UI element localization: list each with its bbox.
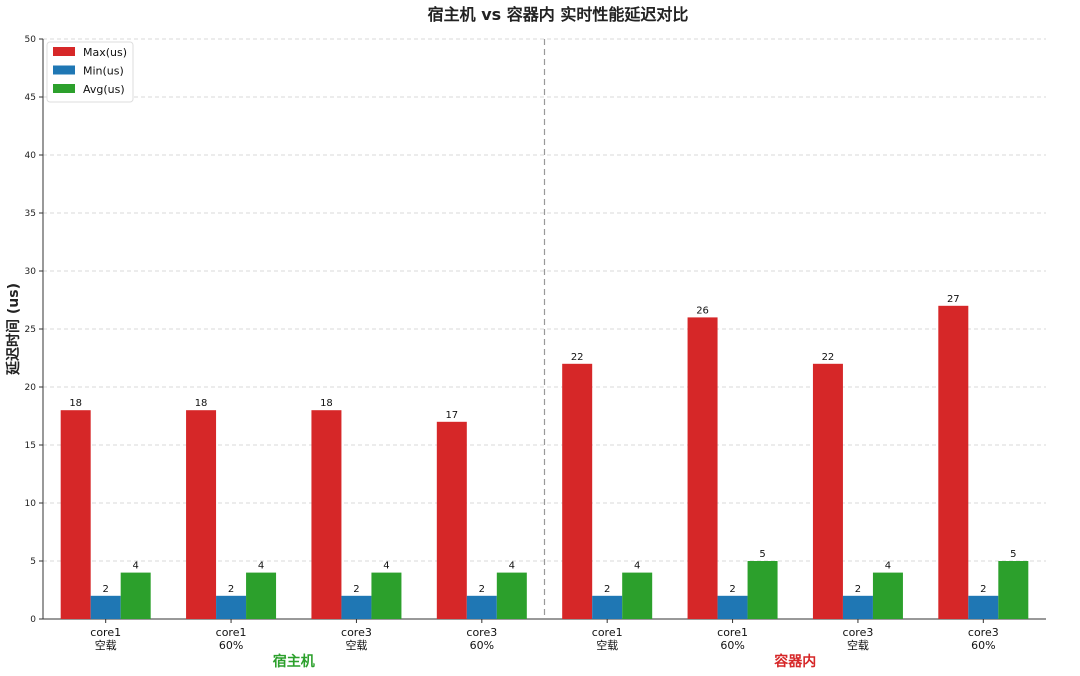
- bar-avg-4: [622, 572, 653, 619]
- data-label-1-4: 2: [604, 584, 610, 595]
- data-label-0-0: 18: [69, 398, 82, 409]
- data-label-0-7: 27: [947, 294, 960, 305]
- x-tick-label-7-line2: 60%: [971, 639, 995, 652]
- bar-min-1: [216, 595, 247, 619]
- data-label-0-1: 18: [195, 398, 208, 409]
- x-tick-label-1-line1: core1: [216, 626, 247, 639]
- legend-swatch-1: [53, 65, 75, 75]
- data-label-1-1: 2: [228, 584, 234, 595]
- y-tick-label-6: 30: [25, 267, 37, 277]
- bar-avg-3: [496, 572, 527, 619]
- x-tick-label-6-line2: 空载: [847, 638, 869, 652]
- legend-swatch-2: [53, 84, 75, 93]
- y-tick-label-2: 10: [25, 499, 37, 509]
- data-label-2-4: 4: [634, 561, 640, 572]
- y-tick-label-10: 50: [25, 35, 37, 45]
- legend-label-0: Max(us): [83, 46, 127, 59]
- bar-avg-2: [371, 572, 402, 619]
- x-tick-label-3-line1: core3: [466, 626, 497, 639]
- bar-min-5: [717, 595, 748, 619]
- y-tick-label-4: 20: [25, 383, 37, 393]
- x-tick-label-5-line2: 60%: [720, 639, 744, 652]
- data-label-1-6: 2: [855, 584, 861, 595]
- bar-min-7: [968, 595, 999, 619]
- bar-avg-7: [998, 561, 1029, 619]
- x-tick-label-3-line2: 60%: [470, 639, 494, 652]
- bar-max-1: [186, 410, 217, 619]
- bar-min-2: [341, 595, 372, 619]
- chart-title: 宿主机 vs 容器内 实时性能延迟对比: [428, 5, 689, 24]
- data-label-1-3: 2: [479, 584, 485, 595]
- y-tick-label-3: 15: [25, 441, 36, 451]
- x-tick-label-2-line1: core3: [341, 626, 372, 639]
- y-tick-label-7: 35: [25, 209, 36, 219]
- data-label-1-7: 2: [980, 584, 986, 595]
- y-tick-label-9: 45: [25, 93, 36, 103]
- bar-min-3: [466, 595, 497, 619]
- x-tick-label-0-line1: core1: [90, 626, 121, 639]
- x-tick-label-0-line2: 空载: [95, 638, 117, 652]
- x-tick-label-4-line2: 空载: [596, 638, 618, 652]
- data-label-2-0: 4: [133, 561, 139, 572]
- data-label-0-2: 18: [320, 398, 333, 409]
- y-tick-label-8: 40: [25, 151, 37, 161]
- bar-max-4: [562, 363, 593, 619]
- data-label-0-4: 22: [571, 352, 584, 363]
- data-label-0-6: 22: [822, 352, 835, 363]
- x-tick-label-1-line2: 60%: [219, 639, 243, 652]
- data-label-1-2: 2: [353, 584, 359, 595]
- bar-min-6: [842, 595, 873, 619]
- data-label-2-5: 5: [759, 549, 765, 560]
- data-label-2-6: 4: [885, 561, 891, 572]
- x-tick-label-2-line2: 空载: [345, 638, 367, 652]
- group-label-1: 容器内: [773, 653, 816, 670]
- data-label-2-1: 4: [258, 561, 264, 572]
- y-axis-label: 延迟时间 (us): [5, 283, 22, 376]
- data-label-1-0: 2: [103, 584, 109, 595]
- data-label-0-3: 17: [445, 410, 458, 421]
- legend-swatch-0: [53, 47, 75, 56]
- bar-avg-5: [747, 561, 778, 619]
- data-label-0-5: 26: [696, 305, 709, 316]
- data-label-1-5: 2: [729, 584, 735, 595]
- bar-min-4: [592, 595, 623, 619]
- data-label-2-7: 5: [1010, 549, 1016, 560]
- y-tick-label-1: 5: [30, 557, 36, 567]
- bar-avg-1: [246, 572, 277, 619]
- bar-max-5: [687, 317, 718, 619]
- bars: [60, 305, 1029, 619]
- y-tick-label-5: 25: [25, 325, 36, 335]
- group-label-0: 宿主机: [273, 653, 315, 670]
- legend-label-2: Avg(us): [83, 83, 125, 96]
- bar-avg-6: [872, 572, 903, 619]
- legend-label-1: Min(us): [83, 65, 124, 78]
- x-ticks: core1空载core160%core3空载core360%core1空载cor…: [90, 619, 999, 652]
- grid-lines: [43, 38, 1046, 619]
- x-tick-label-7-line1: core3: [968, 626, 999, 639]
- x-tick-label-4-line1: core1: [592, 626, 623, 639]
- data-label-2-2: 4: [383, 561, 389, 572]
- bar-avg-0: [120, 572, 151, 619]
- x-tick-label-5-line1: core1: [717, 626, 748, 639]
- bar-max-7: [938, 305, 969, 619]
- legend: Max(us) Min(us) Avg(us): [46, 41, 134, 103]
- bar-max-6: [812, 363, 843, 619]
- y-tick-label-0: 0: [30, 615, 36, 625]
- bar-max-0: [60, 410, 91, 619]
- bar-max-3: [436, 421, 467, 619]
- x-tick-label-6-line1: core3: [843, 626, 874, 639]
- group-labels: 宿主机 容器内: [273, 653, 817, 670]
- data-label-2-3: 4: [509, 561, 515, 572]
- bar-min-0: [90, 595, 121, 619]
- bar-max-2: [311, 410, 342, 619]
